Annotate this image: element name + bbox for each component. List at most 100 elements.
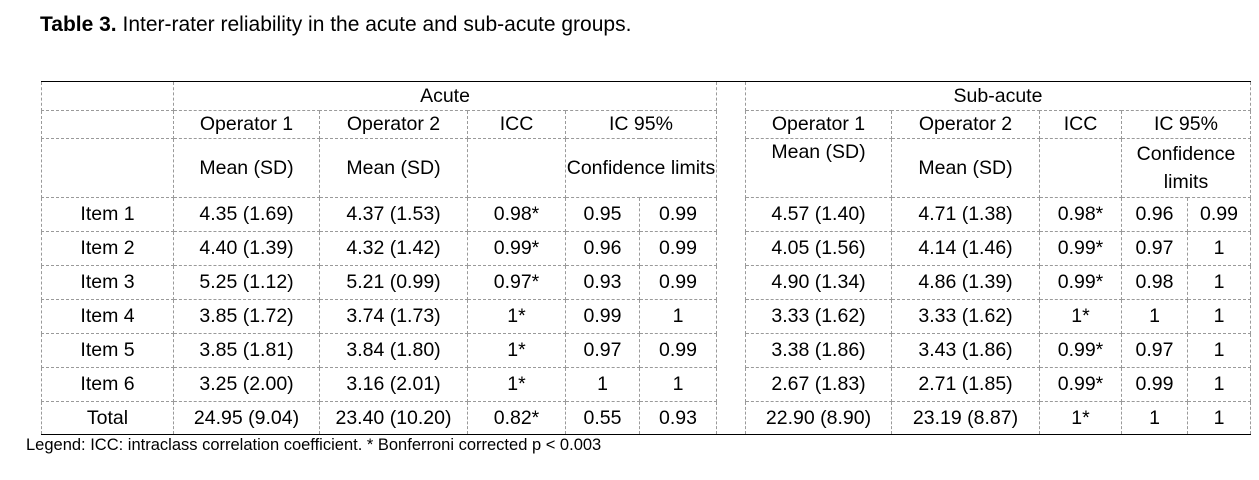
- subacute-ci-upper: 1: [1187, 231, 1251, 266]
- column-gap: [716, 401, 746, 435]
- subacute-operator2-mean: 3.43 (1.86): [891, 333, 1040, 368]
- subacute-operator2-mean: 4.86 (1.39): [891, 265, 1040, 300]
- acute-ci-upper: 1: [639, 367, 717, 402]
- header-confidence-limits: Confidence limits: [1121, 138, 1251, 198]
- subacute-ci-upper: 1: [1187, 333, 1251, 368]
- table-row: Item 2 4.40 (1.39) 4.32 (1.42) 0.99* 0.96 0.9…: [41, 231, 1251, 266]
- header-operator1: Operator 1: [745, 110, 892, 139]
- subacute-ci-lower: 0.98: [1121, 265, 1188, 300]
- header-operator2: Operator 2: [319, 110, 468, 139]
- acute-icc: 1*: [467, 333, 566, 368]
- table-caption-text: Inter-rater reliability in the acute and…: [122, 13, 632, 36]
- acute-icc: 0.82*: [467, 401, 566, 435]
- row-label: Item 5: [41, 333, 174, 368]
- table-row: Total 24.95 (9.04) 23.40 (10.20) 0.82* 0.55 0…: [41, 401, 1251, 435]
- column-gap: [716, 265, 746, 300]
- acute-operator2-mean: 3.74 (1.73): [319, 299, 468, 334]
- row-label: Total: [41, 401, 174, 435]
- subacute-ci-lower: 1: [1121, 401, 1188, 435]
- row-label: Item 3: [41, 265, 174, 300]
- header-confidence-limits: Confidence limits: [565, 138, 717, 198]
- subacute-operator1-mean: 4.90 (1.34): [745, 265, 892, 300]
- table-body: Item 1 4.35 (1.69) 4.37 (1.53) 0.98* 0.95 0.9…: [41, 197, 1251, 435]
- row-label: Item 6: [41, 367, 174, 402]
- header-mean-sd: Mean (SD): [891, 138, 1040, 198]
- acute-operator1-mean: 3.85 (1.72): [173, 299, 320, 334]
- table-row: Item 3 5.25 (1.12) 5.21 (0.99) 0.97* 0.93 0.9…: [41, 265, 1251, 300]
- acute-operator2-mean: 3.84 (1.80): [319, 333, 468, 368]
- acute-operator2-mean: 3.16 (2.01): [319, 367, 468, 402]
- acute-ci-upper: 0.93: [639, 401, 717, 435]
- corner-cell: [41, 81, 174, 111]
- blank-cell: [1039, 138, 1122, 198]
- acute-ci-upper: 0.99: [639, 265, 717, 300]
- acute-operator2-mean: 5.21 (0.99): [319, 265, 468, 300]
- table-caption: Table 3. Inter-rater reliability in the …: [40, 13, 631, 37]
- blank-cell: [41, 138, 174, 198]
- acute-ci-upper: 1: [639, 299, 717, 334]
- header-operator1: Operator 1: [173, 110, 320, 139]
- subacute-ci-upper: 1: [1187, 401, 1251, 435]
- subacute-ci-upper: 0.99: [1187, 197, 1251, 232]
- table-row: Item 4 3.85 (1.72) 3.74 (1.73) 1* 0.99 1 3.33 …: [41, 299, 1251, 334]
- blank-cell: [467, 138, 566, 198]
- subacute-ci-lower: 0.97: [1121, 231, 1188, 266]
- acute-operator1-mean: 3.25 (2.00): [173, 367, 320, 402]
- acute-ci-lower: 0.99: [565, 299, 640, 334]
- acute-operator2-mean: 4.37 (1.53): [319, 197, 468, 232]
- subacute-ci-lower: 0.97: [1121, 333, 1188, 368]
- column-gap: [716, 333, 746, 368]
- group-header-acute: Acute: [173, 81, 717, 111]
- subacute-operator1-mean: 22.90 (8.90): [745, 401, 892, 435]
- reliability-table: Acute Sub-acute Operator 1 Operator 2 IC…: [41, 81, 1251, 435]
- subacute-icc: 0.99*: [1039, 333, 1122, 368]
- subacute-icc: 1*: [1039, 401, 1122, 435]
- header-mean-sd: Mean (SD): [745, 138, 892, 198]
- blank-cell: [41, 110, 174, 139]
- column-gap: [716, 231, 746, 266]
- column-gap: [716, 81, 746, 111]
- acute-ci-lower: 0.55: [565, 401, 640, 435]
- subacute-operator1-mean: 3.38 (1.86): [745, 333, 892, 368]
- subacute-operator1-mean: 2.67 (1.83): [745, 367, 892, 402]
- subacute-ci-upper: 1: [1187, 299, 1251, 334]
- subacute-ci-upper: 1: [1187, 265, 1251, 300]
- subacute-icc: 0.99*: [1039, 231, 1122, 266]
- acute-ci-lower: 0.93: [565, 265, 640, 300]
- row-label: Item 4: [41, 299, 174, 334]
- subacute-operator1-mean: 3.33 (1.62): [745, 299, 892, 334]
- subacute-operator1-mean: 4.57 (1.40): [745, 197, 892, 232]
- subacute-ci-upper: 1: [1187, 367, 1251, 402]
- group-header-subacute: Sub-acute: [745, 81, 1251, 111]
- subacute-operator2-mean: 2.71 (1.85): [891, 367, 1040, 402]
- header-icc: ICC: [467, 110, 566, 139]
- group-header-row: Acute Sub-acute: [41, 81, 1251, 111]
- table-legend: Legend: ICC: intraclass correlation coef…: [26, 436, 602, 454]
- subacute-icc: 0.99*: [1039, 265, 1122, 300]
- operator-header-row: Operator 1 Operator 2 ICC IC 95% Operato…: [41, 110, 1251, 139]
- subheader-row: Mean (SD) Mean (SD) Confidence limits Me…: [41, 138, 1251, 198]
- subacute-operator2-mean: 3.33 (1.62): [891, 299, 1040, 334]
- column-gap: [716, 367, 746, 402]
- acute-ci-lower: 1: [565, 367, 640, 402]
- acute-icc: 0.99*: [467, 231, 566, 266]
- header-ic95: IC 95%: [1121, 110, 1251, 139]
- header-ic95: IC 95%: [565, 110, 717, 139]
- column-gap: [716, 110, 746, 139]
- table-row: Item 1 4.35 (1.69) 4.37 (1.53) 0.98* 0.95 0.9…: [41, 197, 1251, 232]
- acute-ci-lower: 0.96: [565, 231, 640, 266]
- subacute-icc: 0.98*: [1039, 197, 1122, 232]
- subacute-operator2-mean: 4.71 (1.38): [891, 197, 1040, 232]
- acute-icc: 0.97*: [467, 265, 566, 300]
- row-label: Item 2: [41, 231, 174, 266]
- table-caption-label: Table 3.: [40, 13, 117, 36]
- acute-icc: 1*: [467, 367, 566, 402]
- acute-operator1-mean: 4.35 (1.69): [173, 197, 320, 232]
- acute-ci-lower: 0.95: [565, 197, 640, 232]
- acute-ci-upper: 0.99: [639, 231, 717, 266]
- acute-icc: 0.98*: [467, 197, 566, 232]
- header-mean-sd: Mean (SD): [173, 138, 320, 198]
- subacute-icc: 0.99*: [1039, 367, 1122, 402]
- acute-operator1-mean: 4.40 (1.39): [173, 231, 320, 266]
- acute-icc: 1*: [467, 299, 566, 334]
